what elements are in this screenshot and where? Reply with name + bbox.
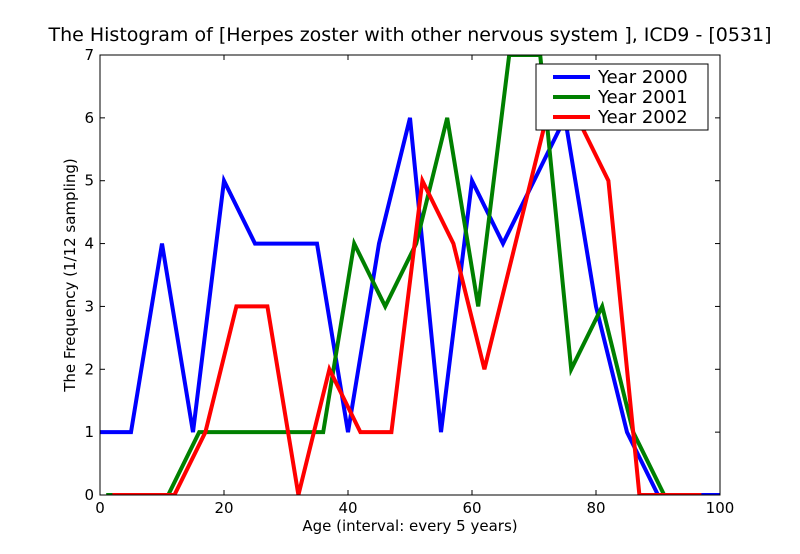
legend-label: Year 2002: [597, 107, 688, 128]
y-tick-label: 5: [84, 172, 94, 190]
series-line-year-2002: [112, 115, 702, 495]
y-tick-label: 1: [84, 423, 94, 441]
y-tick-label: 7: [84, 46, 94, 64]
x-tick-label: 100: [706, 499, 735, 517]
y-tick-label: 6: [84, 109, 94, 127]
x-axis-label: Age (interval: every 5 years): [302, 517, 517, 535]
legend-label: Year 2001: [597, 87, 688, 108]
x-tick-label: 20: [214, 499, 233, 517]
y-axis-label: The Frequency (1/12 sampling): [61, 158, 79, 393]
y-tick-label: 2: [84, 360, 94, 378]
x-tick-label: 60: [462, 499, 481, 517]
x-tick-label: 0: [95, 499, 105, 517]
plot-frame: [99, 54, 721, 496]
y-tick-label: 4: [84, 235, 94, 253]
x-tick-label: 80: [586, 499, 605, 517]
chart-title: The Histogram of [Herpes zoster with oth…: [47, 24, 771, 46]
y-tick-label: 3: [84, 297, 94, 315]
series-line-year-2000: [100, 111, 720, 495]
x-tick-label: 40: [338, 499, 357, 517]
legend-label: Year 2000: [597, 67, 688, 88]
y-tick-label: 0: [84, 486, 94, 504]
